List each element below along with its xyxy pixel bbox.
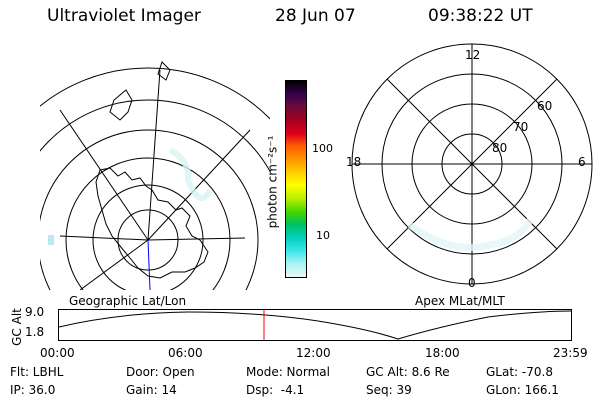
geographic-label: Geographic Lat/Lon [69, 294, 187, 308]
mlt-label-0: 0 [468, 276, 476, 290]
colorbar [285, 80, 307, 278]
info-dsp: Dsp: -4.1 [246, 383, 305, 397]
altitude-timeline [58, 309, 572, 341]
time-label: 09:38:22 UT [428, 6, 533, 26]
instrument-title: Ultraviolet Imager [47, 6, 201, 26]
date-label: 28 Jun 07 [275, 6, 356, 26]
geographic-map [40, 61, 270, 290]
info-ip: IP: 36.0 [10, 383, 56, 397]
timeline-x-tick-2359: 23:59 [553, 346, 588, 360]
colorbar-tick-100: 100 [312, 142, 333, 155]
timeline-x-tick-1800: 18:00 [425, 346, 460, 360]
info-filter: Flt: LBHL [10, 365, 64, 379]
info-glon: GLon: 166.1 [486, 383, 559, 397]
timeline-y-tick-high: 9.0 [25, 305, 45, 319]
mlt-label-6: 6 [578, 155, 586, 169]
colorbar-tick-10: 10 [316, 229, 330, 242]
info-gc-alt: GC Alt: 8.6 Re [366, 365, 450, 379]
timeline-y-title: GC Alt [9, 308, 24, 346]
colorbar-unit-label: photon cm⁻²s⁻¹ [265, 135, 280, 229]
timeline-x-tick-1200: 12:00 [296, 346, 331, 360]
colorbar-gradient [286, 81, 306, 277]
timeline-y-tick-low: 1.8 [25, 325, 45, 339]
mlat-label-70: 70 [513, 120, 529, 134]
info-glat: GLat: -70.8 [486, 365, 553, 379]
info-seq: Seq: 39 [366, 383, 412, 397]
mlat-label-80: 80 [492, 141, 508, 155]
mlt-label-12: 12 [465, 48, 481, 62]
info-mode: Mode: Normal [246, 365, 330, 379]
timeline-x-tick-0600: 06:00 [168, 346, 203, 360]
info-gain: Gain: 14 [126, 383, 177, 397]
mlt-label-18: 18 [346, 155, 362, 169]
info-door: Door: Open [126, 365, 195, 379]
apex-label: Apex MLat/MLT [415, 294, 505, 308]
apex-polar-plot [351, 43, 593, 285]
mlat-label-60: 60 [537, 99, 553, 113]
timeline-x-tick-0000: 00:00 [40, 346, 75, 360]
